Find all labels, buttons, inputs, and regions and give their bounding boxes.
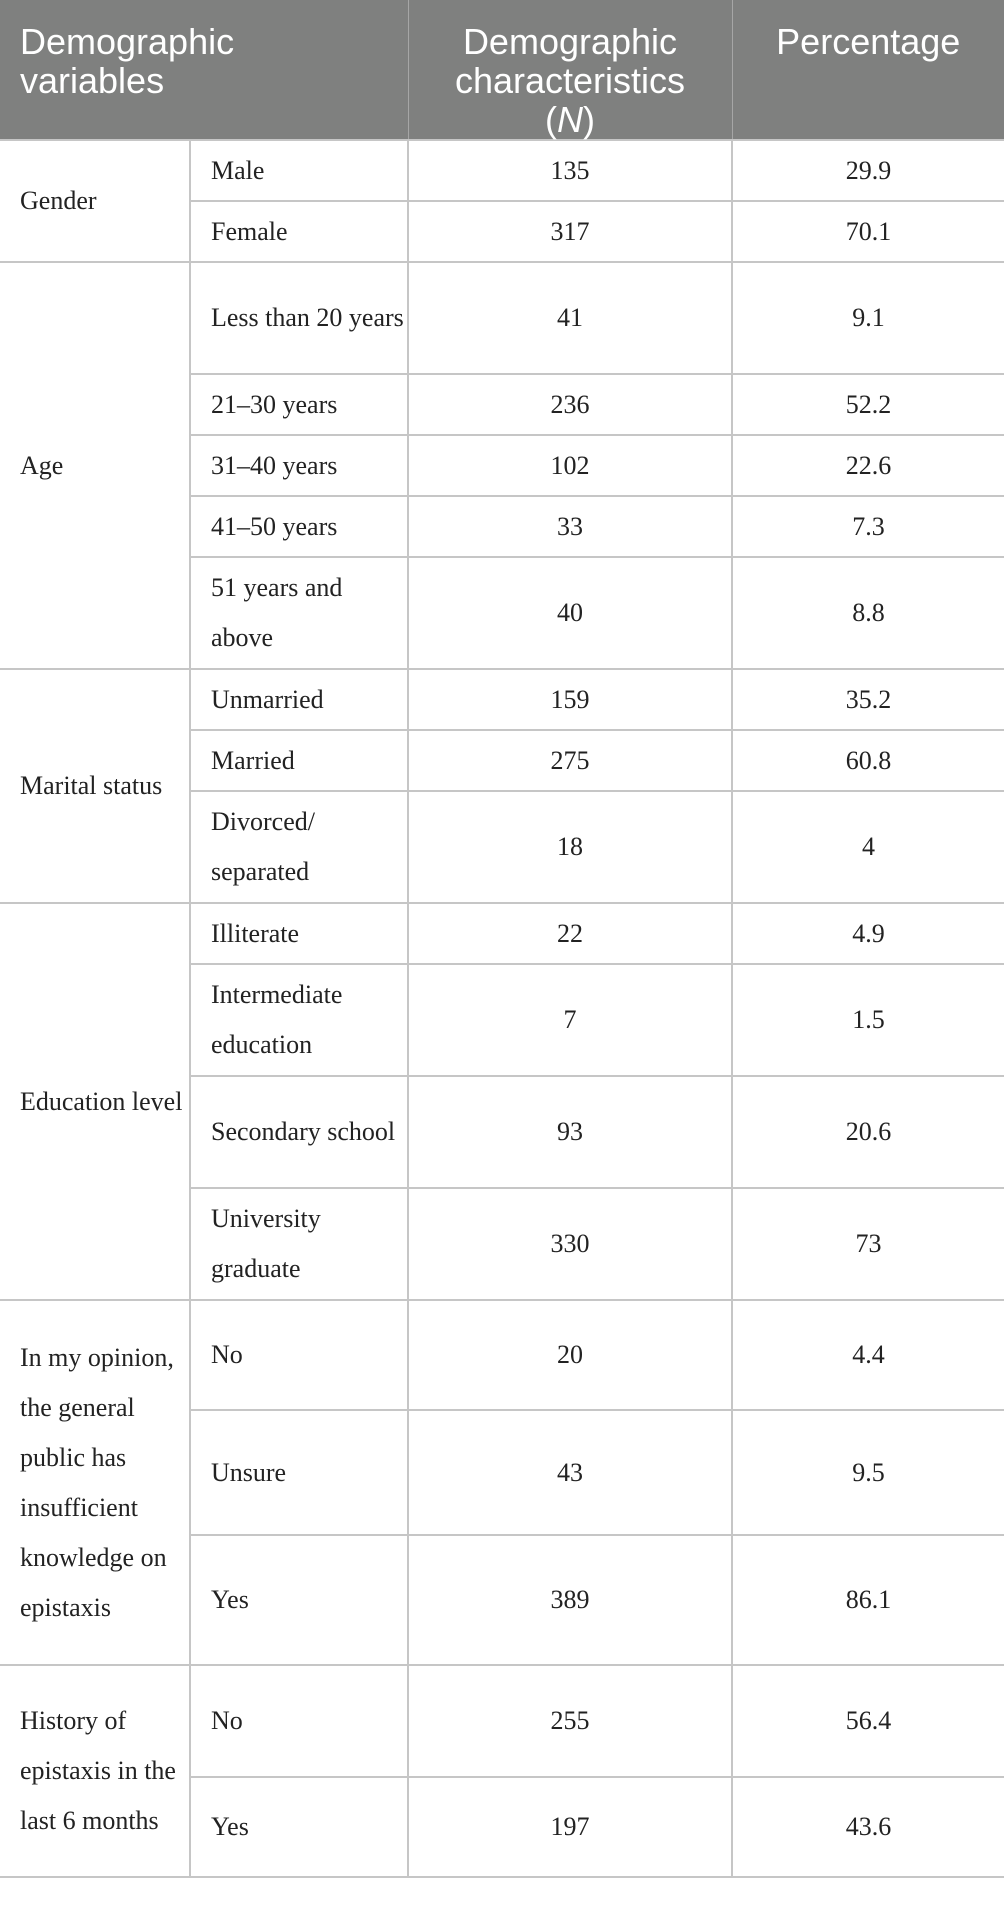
percentage-cell: 52.2 xyxy=(731,373,1004,436)
header-demographic-characteristics: Demographic characteristics (N) xyxy=(408,0,733,140)
subcategory-cell: Male xyxy=(189,139,409,202)
table-row: University graduate 330 73 xyxy=(0,1187,1004,1301)
percentage-cell: 56.4 xyxy=(731,1664,1004,1778)
subcategory-cell: Yes xyxy=(190,1534,409,1666)
percentage-cell: 4.4 xyxy=(731,1299,1004,1411)
percentage-cell: 20.6 xyxy=(731,1075,1004,1189)
table-row: 51 years and above 40 8.8 xyxy=(0,556,1004,670)
percentage-cell: 4 xyxy=(731,790,1004,904)
table-row: Marital status Unmarried 159 35.2 xyxy=(0,668,1004,904)
subcategory-cell: Married xyxy=(190,729,409,792)
group-label: Marital status xyxy=(0,668,191,904)
table-row: Yes 197 43.6 xyxy=(0,1776,1004,1878)
subcategory-cell: 41–50 years xyxy=(190,495,409,558)
table-row: Education level Illiterate 22 4.9 xyxy=(0,902,1004,1301)
table-row: In my opinion, the general public has in… xyxy=(0,1299,1004,1666)
percentage-cell: 4.9 xyxy=(731,902,1004,965)
table-row: Divorced/ separated 18 4 xyxy=(0,790,1004,904)
table-body: Gender Male 135 29.9 Female 317 70.1 Age Less th… xyxy=(0,139,1004,1878)
percentage-cell: 86.1 xyxy=(731,1534,1004,1666)
percentage-cell: 22.6 xyxy=(731,434,1004,497)
group-label: Gender xyxy=(0,139,191,263)
group-label: In my opinion, the general public has in… xyxy=(0,1299,191,1666)
table-row: Unsure 43 9.5 xyxy=(0,1409,1004,1536)
table-row: 31–40 years 102 22.6 xyxy=(0,434,1004,497)
subcategory-cell: Female xyxy=(190,200,409,263)
header-n-close-paren: ) xyxy=(583,99,595,140)
header-n-symbol: N xyxy=(557,99,583,140)
count-cell: 389 xyxy=(407,1534,733,1666)
header-row: Demographic variables Demographic charac… xyxy=(0,0,1004,140)
percentage-cell: 9.5 xyxy=(731,1409,1004,1536)
subcategory-cell: Divorced/ separated xyxy=(190,790,409,904)
percentage-cell: 9.1 xyxy=(731,261,1004,375)
header-demographic-variables: Demographic variables xyxy=(0,0,409,140)
table-row: Secondary school 93 20.6 xyxy=(0,1075,1004,1189)
count-cell: 102 xyxy=(407,434,733,497)
percentage-cell: 35.2 xyxy=(731,668,1004,731)
subcategory-cell: Illiterate xyxy=(189,902,409,965)
percentage-cell: 60.8 xyxy=(731,729,1004,792)
count-cell: 236 xyxy=(407,373,733,436)
subcategory-cell: No xyxy=(189,1664,409,1778)
subcategory-cell: Yes xyxy=(190,1776,409,1878)
count-cell: 18 xyxy=(407,790,733,904)
count-cell: 33 xyxy=(407,495,733,558)
subcategory-cell: 21–30 years xyxy=(190,373,409,436)
group-label: History of epistaxis in the last 6 month… xyxy=(0,1664,191,1878)
subcategory-cell: Unmarried xyxy=(189,668,409,731)
subcategory-cell: No xyxy=(189,1299,409,1411)
percentage-cell: 70.1 xyxy=(731,200,1004,263)
count-cell: 22 xyxy=(407,902,733,965)
percentage-cell: 8.8 xyxy=(731,556,1004,670)
header-n-open-paren: ( xyxy=(545,99,557,140)
group-label: Age xyxy=(0,261,191,670)
percentage-cell: 29.9 xyxy=(731,139,1004,202)
count-cell: 317 xyxy=(407,200,733,263)
count-cell: 40 xyxy=(407,556,733,670)
table-row: Married 275 60.8 xyxy=(0,729,1004,792)
table-row: Age Less than 20 years 41 9.1 xyxy=(0,261,1004,670)
percentage-cell: 7.3 xyxy=(731,495,1004,558)
percentage-cell: 73 xyxy=(731,1187,1004,1301)
count-cell: 255 xyxy=(407,1664,733,1778)
subcategory-cell: 51 years and above xyxy=(190,556,409,670)
table-row: Intermediate education 7 1.5 xyxy=(0,963,1004,1077)
table-row: Gender Male 135 29.9 xyxy=(0,139,1004,263)
table-row: 21–30 years 236 52.2 xyxy=(0,373,1004,436)
count-cell: 135 xyxy=(407,139,733,202)
subcategory-cell: 31–40 years xyxy=(190,434,409,497)
percentage-cell: 43.6 xyxy=(731,1776,1004,1878)
count-cell: 275 xyxy=(407,729,733,792)
count-cell: 20 xyxy=(407,1299,733,1411)
count-cell: 197 xyxy=(407,1776,733,1878)
subcategory-cell: Unsure xyxy=(190,1409,409,1536)
table-header: Demographic variables Demographic charac… xyxy=(0,0,1004,140)
subcategory-cell: University graduate xyxy=(190,1187,409,1301)
count-cell: 43 xyxy=(407,1409,733,1536)
count-cell: 93 xyxy=(407,1075,733,1189)
table-row: Yes 389 86.1 xyxy=(0,1534,1004,1666)
subcategory-cell: Secondary school xyxy=(190,1075,409,1189)
table-row: History of epistaxis in the last 6 month… xyxy=(0,1664,1004,1878)
count-cell: 330 xyxy=(407,1187,733,1301)
count-cell: 7 xyxy=(407,963,733,1077)
count-cell: 41 xyxy=(407,261,733,375)
header-demographic-characteristics-text: Demographic characteristics xyxy=(454,21,686,101)
group-label: Education level xyxy=(0,902,191,1301)
table-row: 41–50 years 33 7.3 xyxy=(0,495,1004,558)
count-cell: 159 xyxy=(407,668,733,731)
subcategory-cell: Less than 20 years xyxy=(189,261,409,375)
header-percentage: Percentage xyxy=(732,0,1004,140)
percentage-cell: 1.5 xyxy=(731,963,1004,1077)
subcategory-cell: Intermediate education xyxy=(190,963,409,1077)
table-row: Female 317 70.1 xyxy=(0,200,1004,263)
